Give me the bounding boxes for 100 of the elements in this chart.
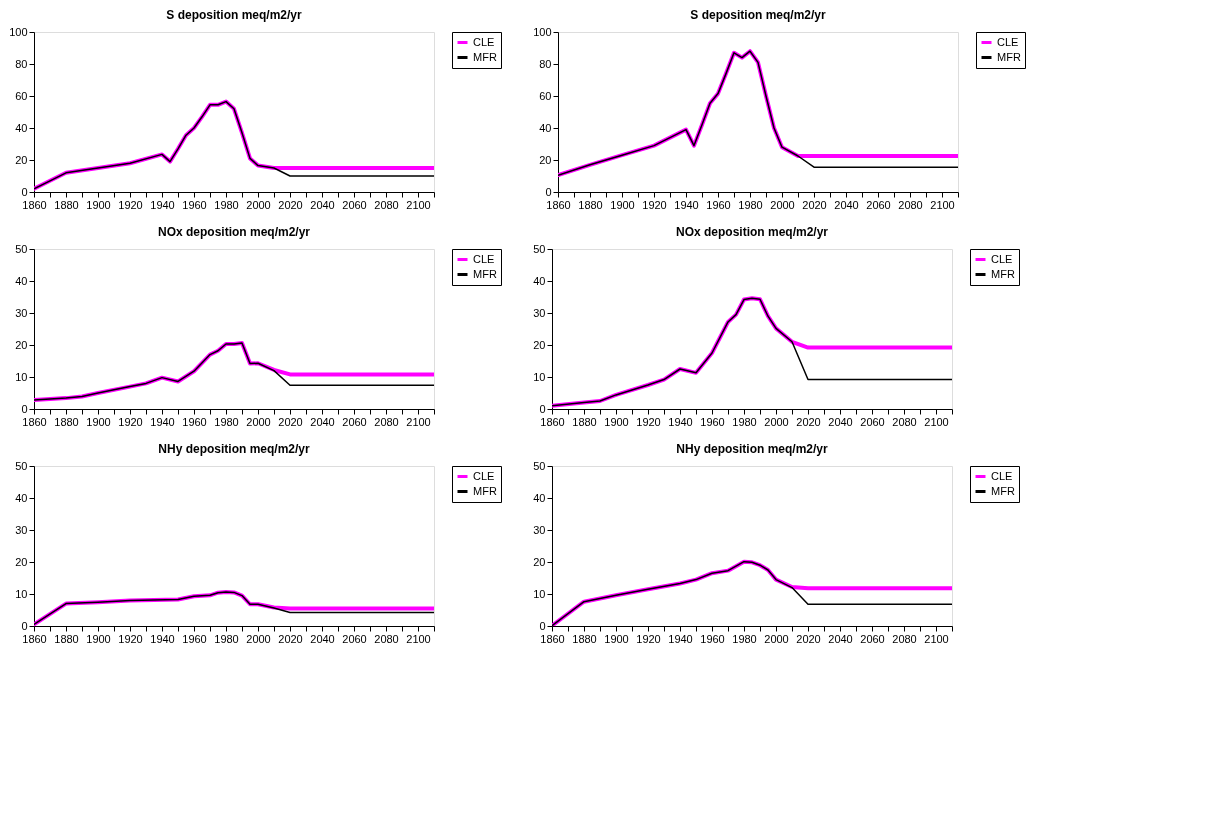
x-tick-label: 2080 bbox=[892, 415, 917, 428]
x-tick-label: 1880 bbox=[572, 632, 597, 645]
x-tick-label: 1980 bbox=[732, 415, 757, 428]
x-tick-label: 1900 bbox=[86, 198, 111, 211]
legend-label: MFR bbox=[991, 484, 1015, 497]
x-tick-label: 1960 bbox=[182, 632, 207, 645]
x-tick-label: 1940 bbox=[668, 415, 693, 428]
x-tick-label: 1880 bbox=[572, 415, 597, 428]
x-tick-label: 1880 bbox=[578, 198, 603, 211]
y-tick-label: 80 bbox=[15, 57, 28, 70]
y-tick-label: 0 bbox=[539, 619, 546, 632]
x-tick-label: 2100 bbox=[930, 198, 955, 211]
x-tick-label: 1920 bbox=[642, 198, 667, 211]
legend-label: MFR bbox=[473, 267, 497, 280]
x-tick-label: 2040 bbox=[834, 198, 859, 211]
y-tick-label: 50 bbox=[533, 459, 546, 472]
y-tick-label: 40 bbox=[533, 274, 546, 287]
y-tick-label: 0 bbox=[21, 402, 28, 415]
y-tick-label: 20 bbox=[15, 153, 28, 166]
y-tick-label: 10 bbox=[533, 370, 546, 383]
x-tick-label: 1980 bbox=[732, 632, 757, 645]
x-tick-label: 2100 bbox=[406, 415, 431, 428]
x-tick-label: 2100 bbox=[406, 198, 431, 211]
y-tick-label: 20 bbox=[533, 338, 546, 351]
chart-title: NHy deposition meq/m2/yr bbox=[158, 442, 311, 456]
x-tick-label: 1980 bbox=[214, 632, 239, 645]
x-tick-label: 1900 bbox=[86, 632, 111, 645]
x-tick-label: 1860 bbox=[540, 632, 565, 645]
x-tick-label: 2080 bbox=[898, 198, 923, 211]
y-tick-label: 40 bbox=[533, 491, 546, 504]
x-tick-label: 1920 bbox=[118, 198, 143, 211]
x-tick-label: 2000 bbox=[246, 632, 271, 645]
y-tick-label: 40 bbox=[15, 491, 28, 504]
x-tick-label: 2080 bbox=[374, 198, 399, 211]
y-tick-label: 20 bbox=[15, 555, 28, 568]
x-tick-label: 1960 bbox=[700, 632, 725, 645]
y-tick-label: 0 bbox=[21, 185, 28, 198]
y-tick-label: 40 bbox=[15, 121, 28, 134]
x-tick-label: 2040 bbox=[828, 415, 853, 428]
y-tick-label: 10 bbox=[15, 587, 28, 600]
x-tick-label: 2060 bbox=[342, 415, 367, 428]
x-tick-label: 1880 bbox=[54, 632, 79, 645]
y-tick-label: 30 bbox=[533, 306, 546, 319]
x-tick-label: 1920 bbox=[118, 415, 143, 428]
x-tick-label: 2060 bbox=[342, 632, 367, 645]
x-tick-label: 1920 bbox=[636, 632, 661, 645]
x-tick-label: 1900 bbox=[604, 415, 629, 428]
chart-title: NOx deposition meq/m2/yr bbox=[157, 225, 311, 239]
x-tick-label: 1960 bbox=[182, 198, 207, 211]
x-tick-label: 1920 bbox=[636, 415, 661, 428]
y-tick-label: 60 bbox=[539, 89, 552, 102]
x-tick-label: 1860 bbox=[22, 198, 47, 211]
x-tick-label: 1940 bbox=[674, 198, 699, 211]
x-tick-label: 2000 bbox=[764, 632, 789, 645]
chart-title: S deposition meq/m2/yr bbox=[166, 8, 303, 22]
y-tick-label: 100 bbox=[9, 25, 28, 38]
x-tick-label: 2020 bbox=[278, 198, 303, 211]
y-tick-label: 30 bbox=[533, 523, 546, 536]
x-tick-label: 2060 bbox=[866, 198, 891, 211]
y-tick-label: 0 bbox=[539, 402, 546, 415]
legend-label: MFR bbox=[473, 484, 497, 497]
chart-title: NHy deposition meq/m2/yr bbox=[676, 442, 829, 456]
x-tick-label: 2020 bbox=[802, 198, 827, 211]
legend-label: CLE bbox=[473, 35, 495, 48]
x-tick-label: 1980 bbox=[214, 415, 239, 428]
x-tick-label: 1900 bbox=[86, 415, 111, 428]
x-tick-label: 1860 bbox=[546, 198, 571, 211]
y-tick-label: 50 bbox=[533, 242, 546, 255]
x-tick-label: 1860 bbox=[22, 415, 47, 428]
x-tick-label: 2080 bbox=[892, 632, 917, 645]
legend-label: CLE bbox=[991, 252, 1013, 265]
x-tick-label: 2100 bbox=[406, 632, 431, 645]
y-tick-label: 50 bbox=[15, 242, 28, 255]
x-tick-label: 1880 bbox=[54, 415, 79, 428]
x-tick-label: 2040 bbox=[310, 415, 335, 428]
x-tick-label: 2000 bbox=[246, 415, 271, 428]
y-tick-label: 0 bbox=[545, 185, 552, 198]
y-tick-label: 60 bbox=[15, 89, 28, 102]
x-tick-label: 2020 bbox=[278, 415, 303, 428]
x-tick-label: 1940 bbox=[150, 415, 175, 428]
x-tick-label: 2060 bbox=[860, 632, 885, 645]
x-tick-label: 2060 bbox=[860, 415, 885, 428]
y-tick-label: 40 bbox=[539, 121, 552, 134]
x-tick-label: 2020 bbox=[278, 632, 303, 645]
y-tick-label: 20 bbox=[539, 153, 552, 166]
x-tick-label: 1960 bbox=[700, 415, 725, 428]
x-tick-label: 2040 bbox=[310, 198, 335, 211]
x-tick-label: 1940 bbox=[668, 632, 693, 645]
x-tick-label: 2020 bbox=[796, 415, 821, 428]
x-tick-label: 1980 bbox=[214, 198, 239, 211]
y-tick-label: 10 bbox=[533, 587, 546, 600]
x-tick-label: 2060 bbox=[342, 198, 367, 211]
x-tick-label: 1920 bbox=[118, 632, 143, 645]
x-tick-label: 1960 bbox=[706, 198, 731, 211]
y-tick-label: 80 bbox=[539, 57, 552, 70]
chart-title: S deposition meq/m2/yr bbox=[690, 8, 827, 22]
x-tick-label: 1860 bbox=[540, 415, 565, 428]
x-tick-label: 2000 bbox=[770, 198, 795, 211]
legend-label: MFR bbox=[473, 50, 497, 63]
x-tick-label: 1860 bbox=[22, 632, 47, 645]
